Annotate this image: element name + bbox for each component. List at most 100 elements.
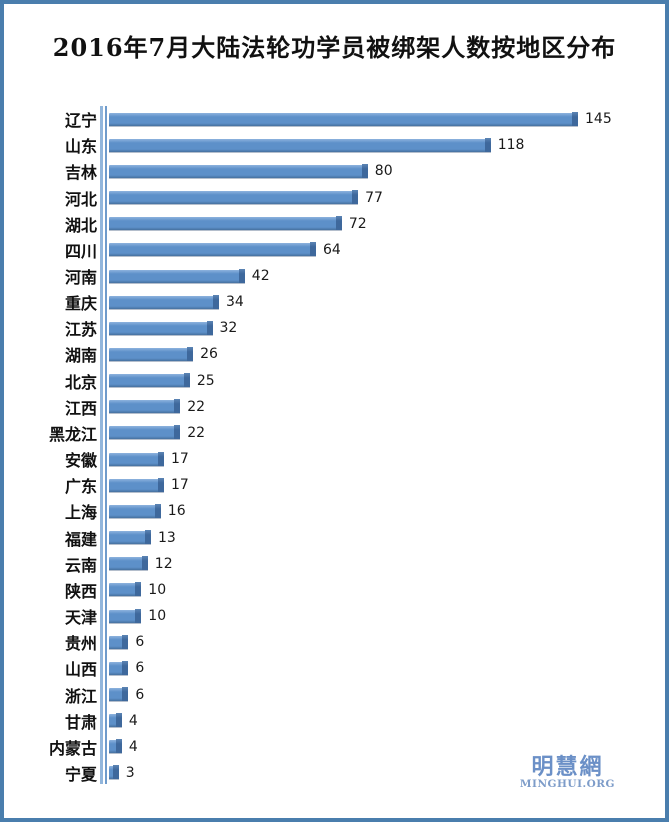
y-axis-wall-line [104,106,107,784]
bar-rows-container: 辽宁 145 山东 118 吉林 80 河北 77 湖北 72 四川 64 河南 42 重庆 34 江苏 32 湖南… [4,106,665,786]
value-label: 22 [187,398,206,415]
chart-row: 云南 12 [4,551,665,577]
value-label: 72 [348,215,367,232]
category-label: 贵州 [64,634,97,654]
chart-row: 浙江 6 [4,681,665,707]
bar [109,765,119,780]
bar [109,111,578,126]
category-label: 四川 [64,241,97,261]
bar [109,216,342,231]
bar [109,739,122,754]
category-label: 辽宁 [64,111,97,131]
value-label: 4 [128,712,138,729]
minghui-logo: 明慧網 MINGHUI.ORG [519,753,615,790]
value-label: 42 [251,268,270,285]
category-label: 上海 [64,503,97,523]
chart-row: 广东 17 [4,472,665,498]
logo-text-english: MINGHUI.ORG [519,777,615,790]
bar [109,320,213,335]
value-label: 64 [323,241,341,258]
value-label: 32 [219,320,238,337]
category-label: 甘肃 [64,712,97,732]
category-label: 宁夏 [64,764,97,784]
bar [109,713,122,728]
category-label: 河北 [64,189,97,209]
chart-row: 江苏 32 [4,315,665,341]
category-label: 吉林 [64,163,97,183]
bar-chart: 辽宁 145 山东 118 吉林 80 河北 77 湖北 72 四川 64 河南 42 重庆 34 江苏 32 湖南… [4,106,665,786]
chart-row: 吉林 80 [4,158,665,184]
chart-row: 陕西 10 [4,577,665,603]
bar [109,373,190,388]
value-label: 3 [125,764,135,781]
value-label: 22 [187,424,206,441]
chart-row: 辽宁 145 [4,106,665,132]
category-label: 浙江 [64,686,97,706]
chart-row: 山西 6 [4,655,665,681]
chart-row: 甘肃 4 [4,708,665,734]
value-label: 80 [374,163,393,180]
value-label: 10 [148,581,167,598]
bar [109,660,129,675]
bar [109,137,491,152]
category-label: 广东 [64,477,97,497]
chart-row: 贵州 6 [4,629,665,655]
value-label: 17 [171,451,189,468]
chart-row: 湖北 72 [4,211,665,237]
bar [109,582,142,597]
value-label: 4 [128,738,138,755]
category-label: 湖北 [64,215,97,235]
value-label: 145 [585,111,612,128]
value-label: 6 [135,686,145,703]
bar [109,556,148,571]
category-label: 福建 [64,529,97,549]
bar [109,425,181,440]
category-label: 黑龙江 [48,424,97,444]
chart-row: 北京 25 [4,368,665,394]
bar [109,503,161,518]
logo-text-chinese: 明慧網 [531,753,604,780]
chart-row: 四川 64 [4,237,665,263]
chart-row: 内蒙古 4 [4,734,665,760]
category-label: 内蒙古 [48,738,97,758]
bar [109,190,359,205]
chart-row: 福建 13 [4,525,665,551]
chart-row: 河北 77 [4,184,665,210]
category-label: 北京 [64,372,97,392]
bar [109,399,181,414]
bar [109,163,368,178]
category-label: 陕西 [64,581,97,601]
chart-row: 湖南 26 [4,341,665,367]
value-label: 26 [200,346,218,363]
value-label: 77 [365,189,383,206]
bar [109,530,151,545]
value-label: 16 [167,503,186,520]
chart-row: 天津 10 [4,603,665,629]
value-label: 6 [135,660,145,677]
value-label: 34 [226,294,244,311]
value-label: 10 [148,608,167,625]
value-label: 12 [154,555,173,572]
chart-title: 2016年7月大陆法轮功学员被绑架人数按地区分布 [52,33,617,62]
category-label: 云南 [64,555,97,575]
category-label: 湖南 [64,346,97,366]
bar [109,294,219,309]
value-label: 25 [196,372,215,389]
bar [109,346,194,361]
chart-row: 黑龙江 22 [4,420,665,446]
category-label: 重庆 [64,294,97,314]
value-label: 17 [171,477,189,494]
chart-row: 山东 118 [4,132,665,158]
chart-row: 安徽 17 [4,446,665,472]
bar [109,242,316,257]
bar [109,634,129,649]
bar [109,477,164,492]
chart-row: 重庆 34 [4,289,665,315]
chart-row: 上海 16 [4,498,665,524]
bar [109,451,164,466]
chart-row: 宁夏 3 [4,760,665,786]
category-label: 江西 [64,398,97,418]
value-label: 6 [135,634,145,651]
category-label: 河南 [64,268,97,288]
